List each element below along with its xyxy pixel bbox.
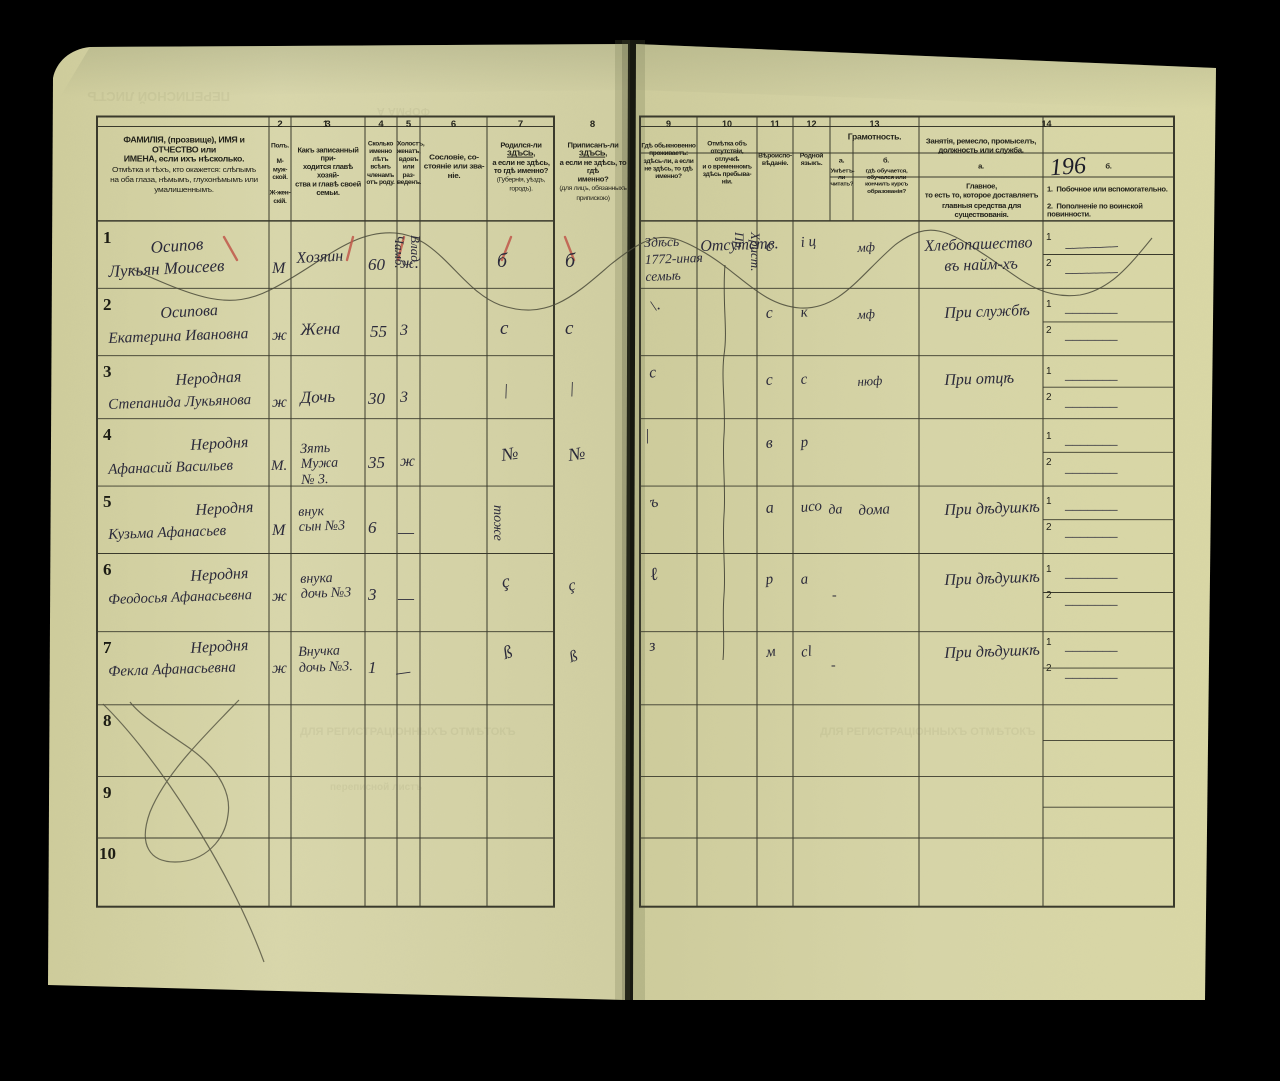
svg-text:ДЛЯ РЕГИСТРАЦІОННЫХЪ ОТМѢТОКЪ: ДЛЯ РЕГИСТРАЦІОННЫХЪ ОТМѢТОКЪ — [820, 726, 1036, 738]
svg-text:переписной листъ: переписной листъ — [330, 782, 422, 793]
svg-text:ДЛЯ РЕГИСТРАЦІОННЫХЪ ОТМѢТОКЪ: ДЛЯ РЕГИСТРАЦІОННЫХЪ ОТМѢТОКЪ — [300, 726, 516, 738]
svg-text:ФОРМА А: ФОРМА А — [377, 105, 430, 117]
svg-text:ПЕРЕПИСНОЙ ЛИСТЪ: ПЕРЕПИСНОЙ ЛИСТЪ — [87, 89, 230, 104]
